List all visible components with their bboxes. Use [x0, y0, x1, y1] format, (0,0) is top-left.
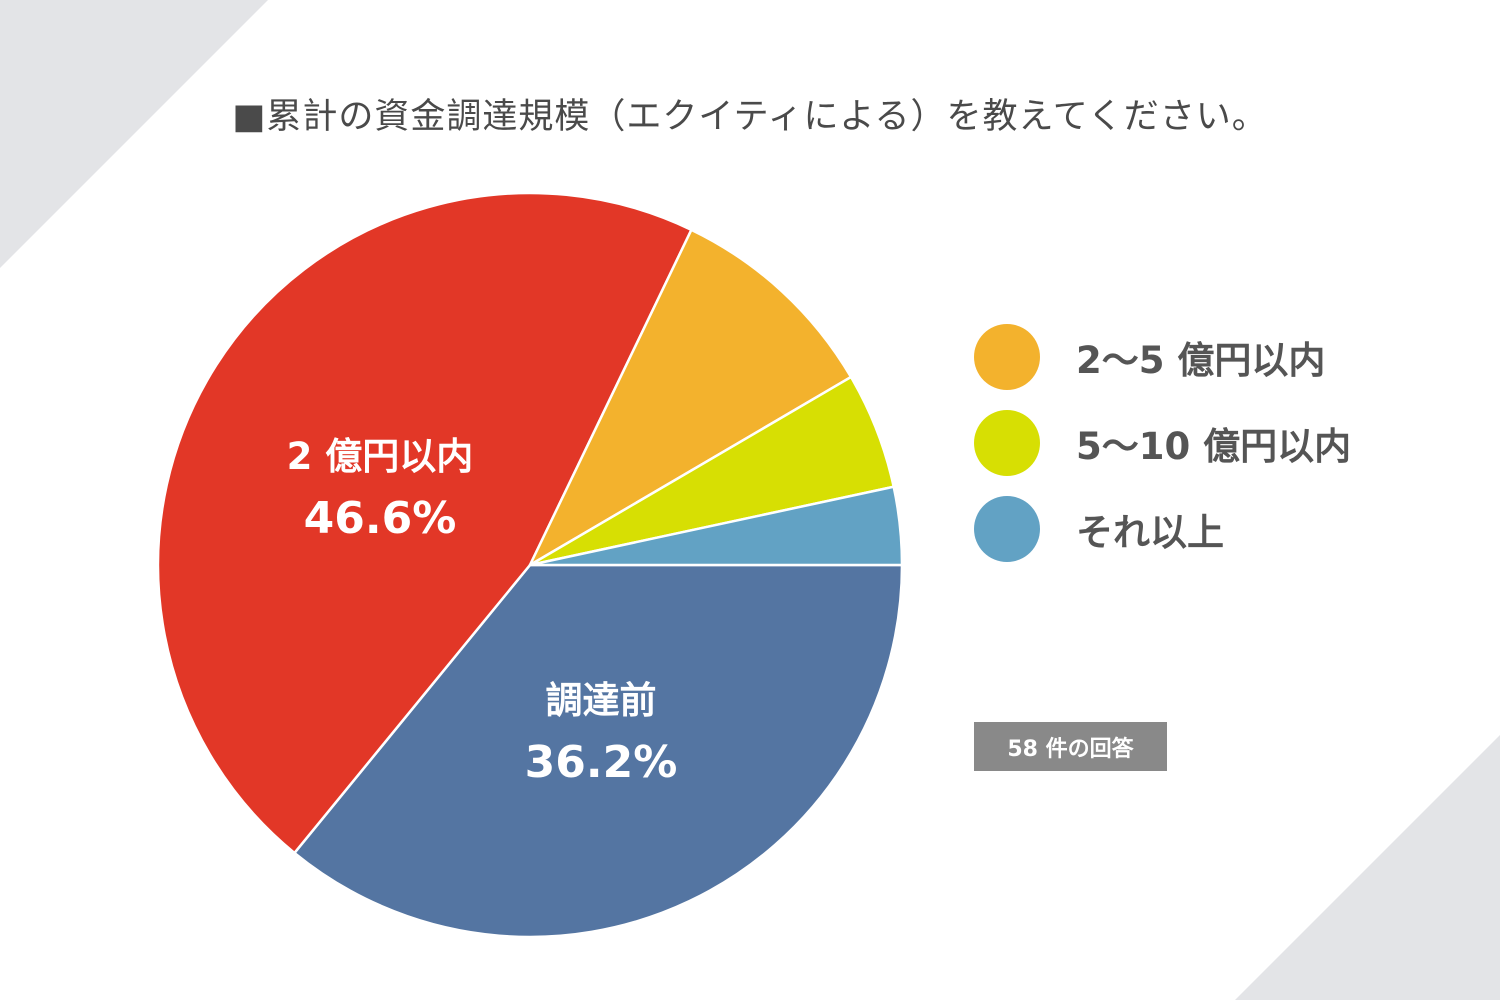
legend-label: 5〜10 億円以内 [1076, 425, 1352, 468]
slice-percent-pre: 36.2% [524, 737, 678, 789]
pie-slice-more [528, 485, 904, 567]
legend-swatch [974, 324, 1040, 390]
corner-stripe-top-left [0, 0, 268, 268]
legend-label: 2〜5 億円以内 [1076, 339, 1326, 382]
pie-slice-under2 [156, 191, 693, 855]
chart-title: ■累計の資金調達規模（エクイティによる）を教えてください。 [232, 97, 1268, 137]
slice-label-pre: 調達前 36.2% [431, 672, 771, 798]
pie-slice-2to5 [528, 228, 853, 567]
chart-legend: 2〜5 億円以内 5〜10 億円以内 それ以上 [974, 314, 1351, 572]
legend-swatch [974, 410, 1040, 476]
legend-item: 5〜10 億円以内 [974, 400, 1351, 486]
pie-slice-pre [293, 563, 904, 939]
slice-label-under2: 2 億円以内 46.6% [210, 428, 550, 554]
response-count-badge: 58 件の回答 [974, 722, 1167, 771]
legend-label: それ以上 [1076, 511, 1224, 554]
slice-name-pre: 調達前 [545, 679, 657, 722]
legend-swatch [974, 496, 1040, 562]
legend-item: それ以上 [974, 486, 1351, 572]
legend-item: 2〜5 億円以内 [974, 314, 1351, 400]
slice-percent-under2: 46.6% [303, 493, 457, 545]
corner-stripe-bottom-right [1235, 735, 1500, 1000]
slice-name-under2: 2 億円以内 [286, 435, 474, 478]
